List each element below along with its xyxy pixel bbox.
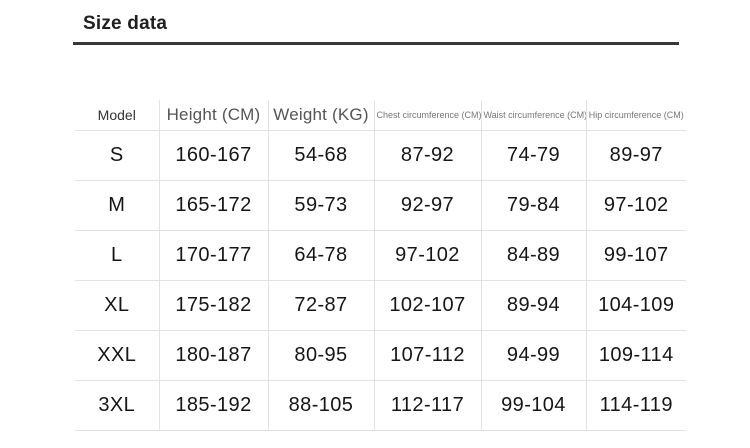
- cell-model: L: [75, 230, 159, 281]
- cell-chest: 92-97: [373, 180, 481, 231]
- cell-hip: 97-102: [585, 180, 686, 231]
- column-header-height: Height (CM): [158, 100, 268, 131]
- table-row: M 165-172 59-73 92-97 79-84 97-102: [75, 180, 686, 231]
- table-row: 3XL 185-192 88-105 112-117 99-104 114-11…: [75, 380, 686, 431]
- cell-model: XXL: [75, 330, 159, 381]
- cell-model: 3XL: [75, 380, 159, 431]
- size-chart-table: Model Height (CM) Weight (KG) Chest circ…: [75, 100, 686, 431]
- cell-waist: 99-104: [480, 380, 586, 431]
- title-divider: [73, 42, 679, 45]
- column-header-chest: Chest circumference (CM): [373, 100, 481, 131]
- cell-waist: 74-79: [480, 130, 586, 181]
- cell-chest: 102-107: [373, 280, 481, 331]
- cell-chest: 87-92: [373, 130, 481, 181]
- cell-hip: 89-97: [585, 130, 686, 181]
- page-title: Size data: [83, 13, 168, 34]
- column-header-hip: Hip circumference (CM): [585, 100, 686, 131]
- cell-model: M: [75, 180, 159, 231]
- cell-height: 160-167: [158, 130, 268, 181]
- cell-waist: 94-99: [480, 330, 586, 381]
- column-header-waist: Waist circumference (CM): [480, 100, 586, 131]
- cell-height: 170-177: [158, 230, 268, 281]
- cell-hip: 99-107: [585, 230, 686, 281]
- table-row: XL 175-182 72-87 102-107 89-94 104-109: [75, 280, 686, 331]
- cell-waist: 89-94: [480, 280, 586, 331]
- cell-waist: 84-89: [480, 230, 586, 281]
- table-row: L 170-177 64-78 97-102 84-89 99-107: [75, 230, 686, 281]
- column-header-model: Model: [75, 100, 159, 131]
- cell-weight: 64-78: [267, 230, 374, 281]
- cell-chest: 97-102: [373, 230, 481, 281]
- column-header-weight: Weight (KG): [267, 100, 374, 131]
- table-row: S 160-167 54-68 87-92 74-79 89-97: [75, 130, 686, 181]
- table-row: XXL 180-187 80-95 107-112 94-99 109-114: [75, 330, 686, 381]
- cell-hip: 114-119: [585, 380, 686, 431]
- cell-hip: 109-114: [585, 330, 686, 381]
- cell-model: XL: [75, 280, 159, 331]
- cell-hip: 104-109: [585, 280, 686, 331]
- cell-weight: 80-95: [267, 330, 374, 381]
- cell-chest: 112-117: [373, 380, 481, 431]
- cell-height: 175-182: [158, 280, 268, 331]
- cell-height: 165-172: [158, 180, 268, 231]
- cell-height: 180-187: [158, 330, 268, 381]
- cell-model: S: [75, 130, 159, 181]
- table-header-row: Model Height (CM) Weight (KG) Chest circ…: [75, 100, 686, 131]
- cell-height: 185-192: [158, 380, 268, 431]
- cell-weight: 59-73: [267, 180, 374, 231]
- cell-chest: 107-112: [373, 330, 481, 381]
- cell-weight: 54-68: [267, 130, 374, 181]
- cell-weight: 72-87: [267, 280, 374, 331]
- cell-waist: 79-84: [480, 180, 586, 231]
- cell-weight: 88-105: [267, 380, 374, 431]
